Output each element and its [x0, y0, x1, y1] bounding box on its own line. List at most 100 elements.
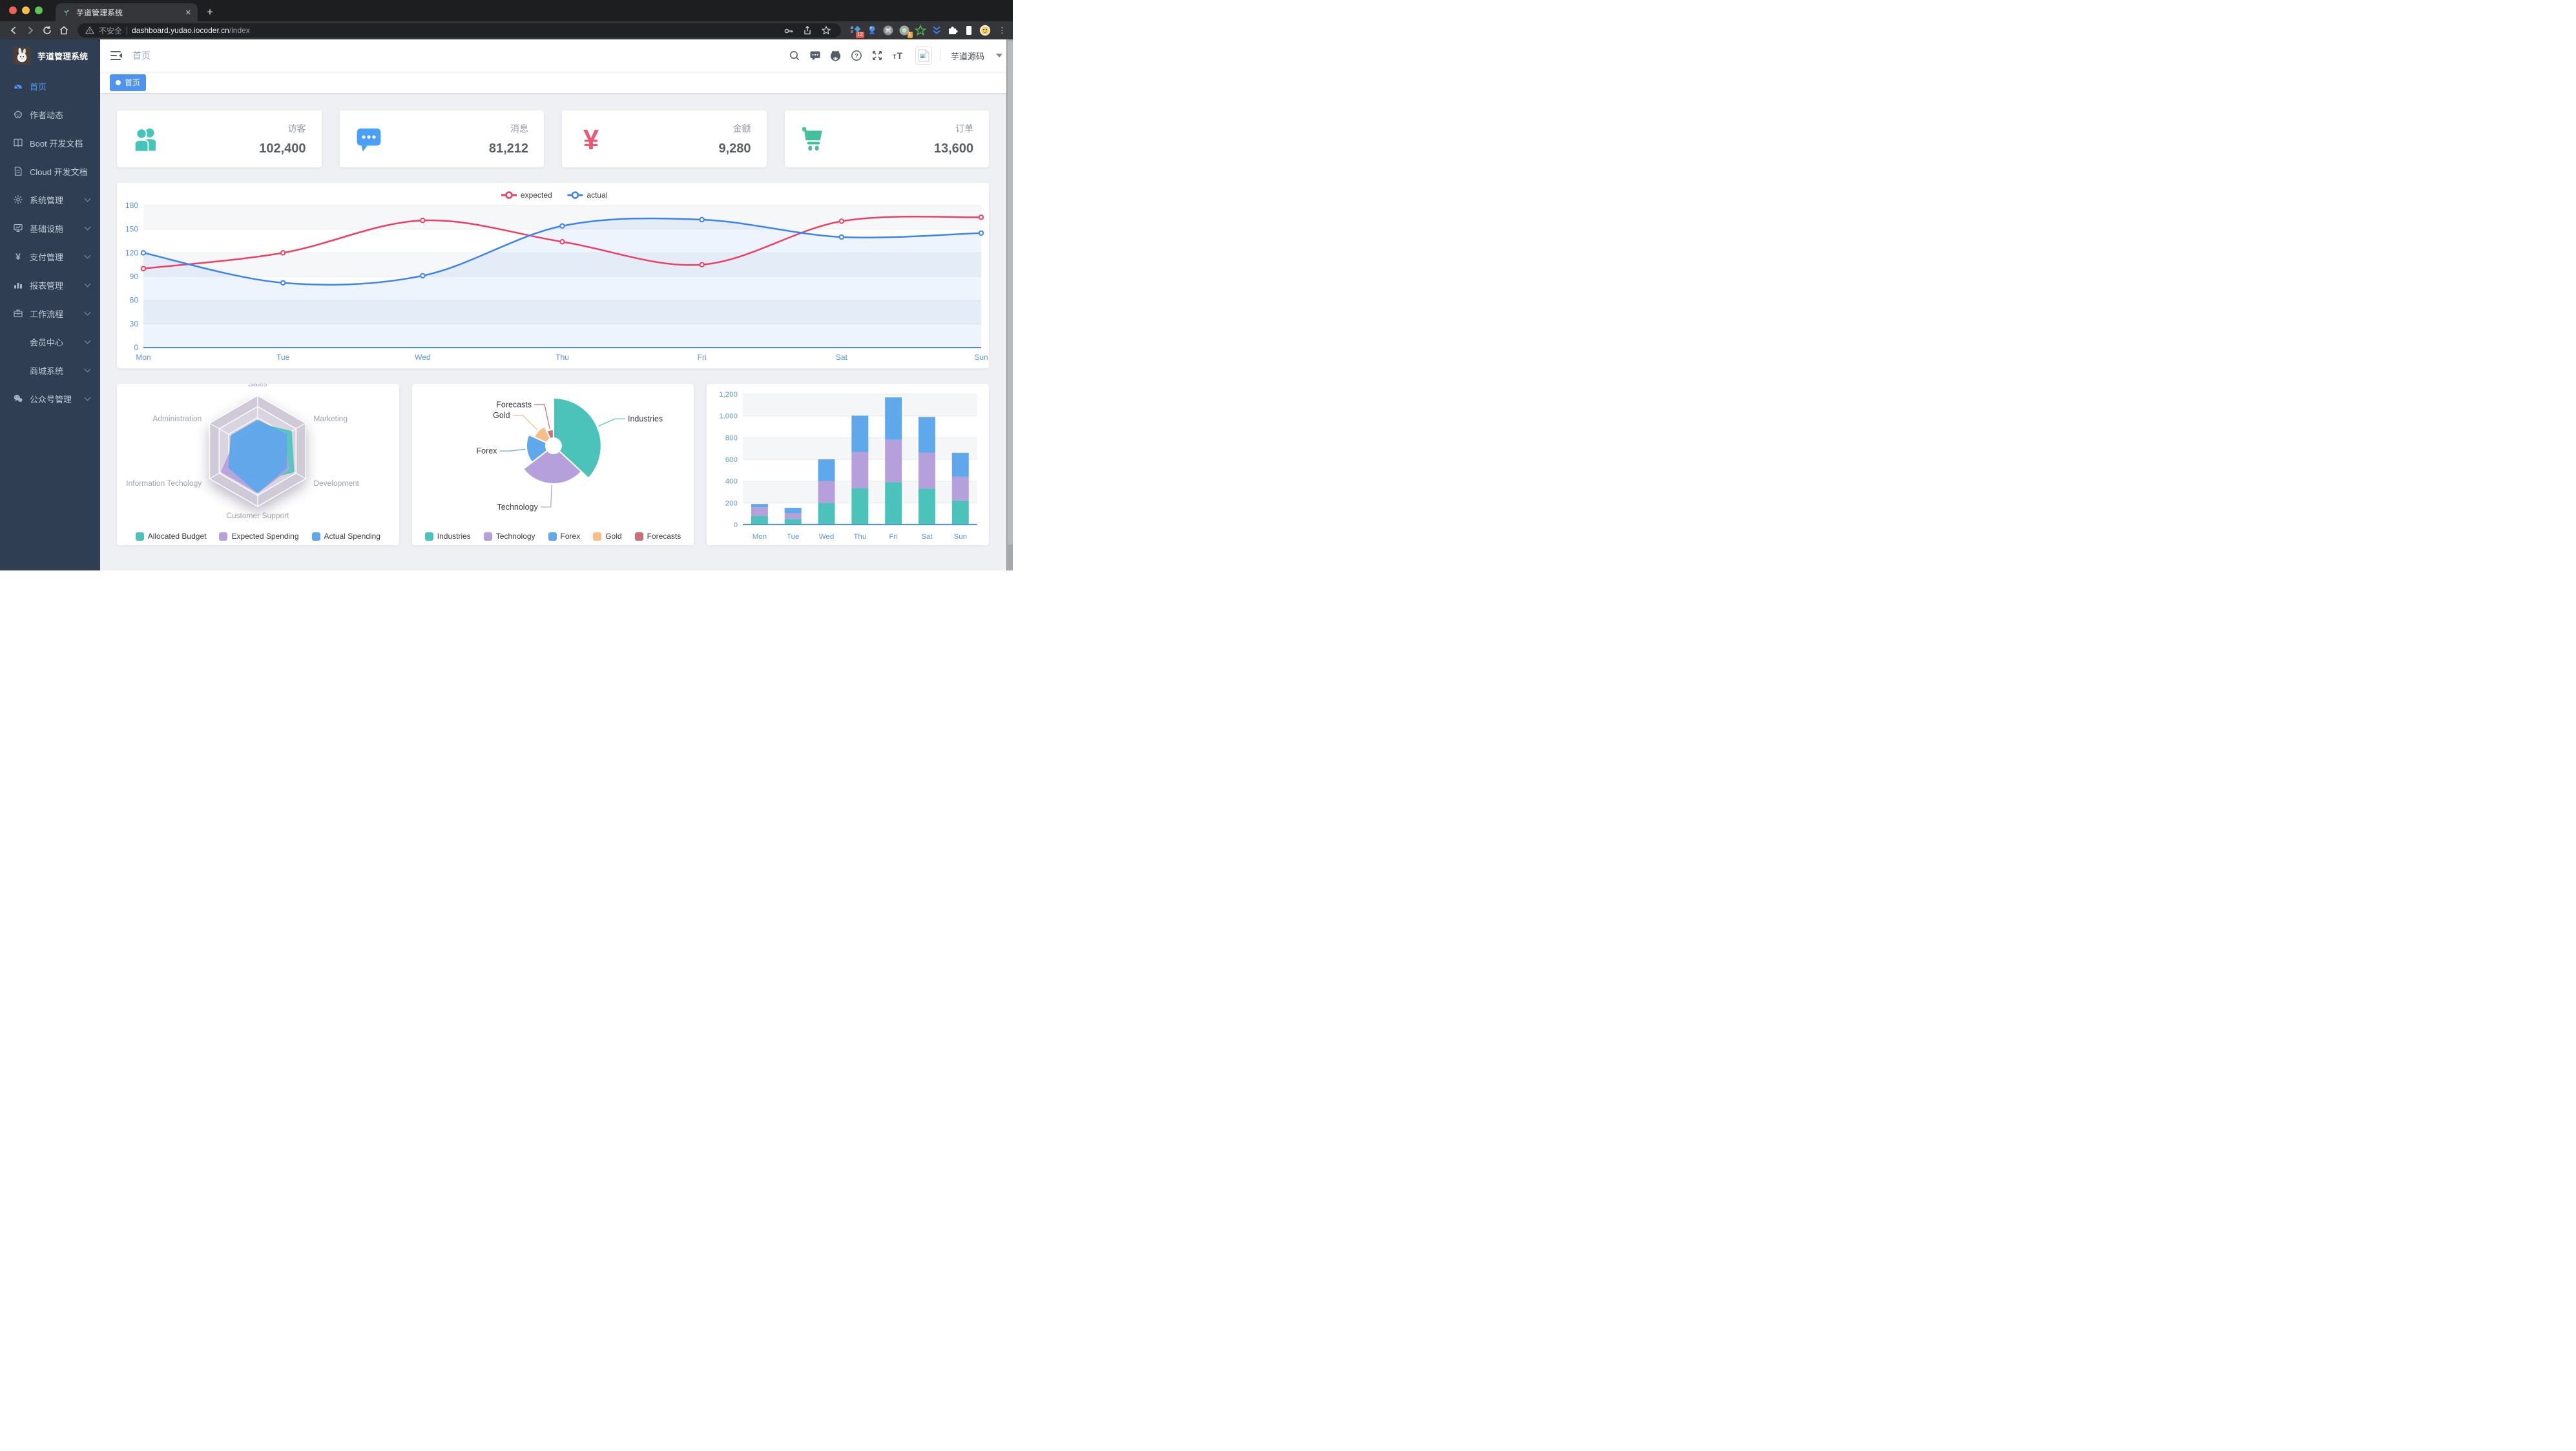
legend-label: Technology	[495, 532, 535, 541]
reload-icon[interactable]	[40, 23, 54, 37]
minimize-window-button[interactable]	[22, 6, 30, 14]
sidebar-item-label: 作者动态	[30, 110, 64, 120]
username[interactable]: 芋道源码	[950, 51, 984, 61]
tab-favicon-plant-icon	[64, 10, 69, 16]
stat-card-amount[interactable]: ¥ 金额 9,280	[562, 110, 767, 167]
home-icon[interactable]	[57, 23, 71, 37]
svg-text:180: 180	[125, 201, 138, 210]
money-icon: ¥	[583, 124, 599, 154]
sidebar-item-home[interactable]: 首页	[0, 72, 100, 100]
tab-title: 芋道管理系统	[76, 8, 123, 17]
extension-green-star-icon[interactable]	[915, 25, 926, 36]
svg-text:Sales: Sales	[248, 384, 267, 388]
radar-legend: Allocated Budget Expected Spending Actual …	[117, 527, 399, 545]
wechat-icon	[14, 395, 23, 402]
sidebar-item-member-center[interactable]: 会员中心	[0, 328, 100, 356]
legend-swatch	[483, 532, 492, 541]
pie-chart[interactable]: Industries Technology Forex Gold Forecasts	[412, 384, 694, 527]
sidebar-item-workflow[interactable]: 工作流程	[0, 299, 100, 328]
app-title: 芋道管理系统	[37, 51, 88, 61]
message-icon[interactable]	[808, 48, 822, 63]
search-icon[interactable]	[787, 48, 802, 63]
chevron-down-icon	[84, 394, 91, 401]
svg-text:Gold: Gold	[493, 411, 510, 420]
legend-swatch	[424, 532, 433, 541]
stacked-bar-chart[interactable]: Mon Tue Wed Thu Fri Sat Sun 0 200 400 600 800 1,000 1…	[707, 384, 989, 545]
user-menu-caret-icon[interactable]	[996, 54, 1002, 57]
legend-item-technology[interactable]: Technology	[483, 532, 535, 541]
sidebar-item-label: 报表管理	[30, 280, 64, 291]
legend-item-industries[interactable]: Industries	[424, 532, 471, 541]
legend-item-gold[interactable]: Gold	[593, 532, 622, 541]
help-question-icon[interactable]: ?	[849, 48, 864, 63]
legend-item-forex[interactable]: Forex	[548, 532, 580, 541]
sidebar-item-label: Boot 开发文档	[30, 138, 83, 149]
radar-chart[interactable]: Sales Administration Information Techology…	[117, 384, 399, 527]
svg-text:T: T	[893, 54, 897, 60]
stat-card-visitors[interactable]: 访客 102,400	[117, 110, 322, 167]
shopping-cart-icon	[802, 127, 822, 151]
sidebar-logo[interactable]: 芋道管理系统	[0, 39, 100, 72]
legend-item-expected-spending[interactable]: Expected Spending	[219, 532, 299, 541]
sidebar-item-label: 会员中心	[30, 337, 64, 348]
extensions-row: 12 ⌘ 1 ⋮	[850, 25, 1006, 38]
extension-diamond-icon[interactable]: 12	[850, 25, 864, 38]
security-label[interactable]: 不安全	[99, 26, 123, 36]
app-frame: 芋道管理系统 首页 作者动态 Boot 开发文档	[0, 39, 1013, 570]
fullscreen-icon[interactable]	[870, 48, 884, 63]
sidebar-item-label: 公众号管理	[30, 394, 72, 404]
stacked-bar-chart-panel: Mon Tue Wed Thu Fri Sat Sun 0 200 400 600 800 1,000 1…	[707, 384, 990, 545]
extensions-puzzle-icon[interactable]	[947, 25, 959, 36]
url-bar[interactable]: 不安全 dashboard.yudao.iocoder.cn/index	[78, 23, 841, 37]
legend-item-actual-spending[interactable]: Actual Spending	[311, 532, 380, 541]
browser-menu-kebab-icon[interactable]: ⋮	[998, 25, 1006, 35]
sidebar-item-mall-system[interactable]: 商城系统	[0, 356, 100, 384]
back-icon[interactable]	[6, 23, 21, 37]
sidebar-item-official-account[interactable]: 公众号管理	[0, 384, 100, 413]
github-icon[interactable]	[829, 48, 843, 63]
logo-rabbit-avatar	[13, 47, 31, 65]
new-tab-button[interactable]: +	[207, 6, 213, 18]
zoom-window-button[interactable]	[35, 6, 43, 14]
stat-value: 81,212	[488, 141, 528, 156]
chevron-down-icon	[84, 280, 91, 287]
extension-balloon-icon[interactable]	[866, 25, 878, 36]
stat-card-orders[interactable]: 订单 13,600	[784, 110, 989, 167]
profile-avatar-emoji-icon[interactable]	[979, 25, 991, 36]
extension-command-icon[interactable]: ⌘	[882, 25, 894, 36]
user-avatar-broken-image[interactable]	[915, 47, 932, 65]
panel-group: 访客 102,400 消息 81,212	[117, 110, 989, 167]
sidebar-item-infrastructure[interactable]: 基础设施	[0, 214, 100, 242]
forward-icon[interactable]	[23, 23, 37, 37]
dashboard-content: 访客 102,400 消息 81,212	[100, 94, 1013, 570]
sidebar-collapse-icon[interactable]	[110, 51, 122, 60]
page-scrollbar[interactable]	[1006, 39, 1013, 570]
sidebar-item-payment[interactable]: ¥ 支付管理	[0, 242, 100, 271]
sidebar-item-author[interactable]: 作者动态	[0, 100, 100, 129]
sidebar-item-boot-docs[interactable]: Boot 开发文档	[0, 129, 100, 157]
sidebar-item-cloud-docs[interactable]: Cloud 开发文档	[0, 157, 100, 185]
svg-text:Marketing: Marketing	[313, 414, 348, 423]
svg-text:expected: expected	[521, 191, 552, 200]
stat-card-messages[interactable]: 消息 81,212	[339, 110, 544, 167]
close-window-button[interactable]	[9, 6, 17, 14]
legend-swatch	[634, 532, 643, 541]
extension-recorder-icon[interactable]: 1	[898, 25, 913, 38]
browser-tab[interactable]: 芋道管理系统 ✕	[56, 3, 198, 21]
tab-close-icon[interactable]: ✕	[185, 8, 191, 17]
sidebar-item-system[interactable]: 系统管理	[0, 185, 100, 214]
reading-mode-icon[interactable]	[963, 25, 975, 36]
legend-item-allocated-budget[interactable]: Allocated Budget	[135, 532, 206, 541]
tag-home[interactable]: 首页	[110, 74, 147, 91]
svg-text:Tue: Tue	[787, 533, 799, 541]
breadcrumb[interactable]: 首页	[132, 50, 151, 61]
extension-double-chevron-icon[interactable]	[931, 25, 942, 36]
password-key-icon[interactable]	[782, 23, 796, 37]
legend-item-forecasts[interactable]: Forecasts	[634, 532, 681, 541]
sidebar-item-reports[interactable]: 报表管理	[0, 271, 100, 299]
bookmark-star-icon[interactable]	[819, 23, 833, 37]
share-icon[interactable]	[800, 23, 815, 37]
browser-tab-strip: 芋道管理系统 ✕ +	[0, 0, 1013, 21]
